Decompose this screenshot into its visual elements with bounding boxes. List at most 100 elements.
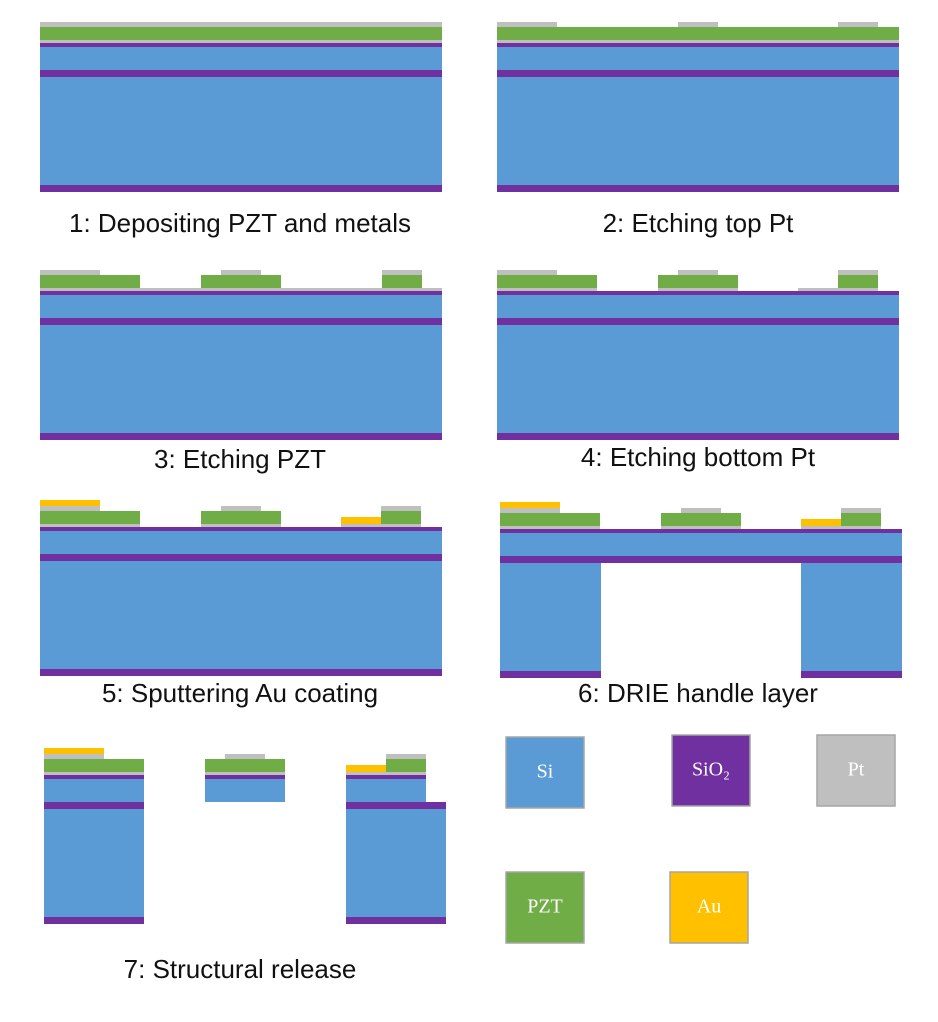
top-pt <box>838 270 878 275</box>
au-coating <box>341 517 381 524</box>
bottom-pt <box>798 288 878 291</box>
si-device <box>346 779 426 802</box>
pzt <box>838 275 878 288</box>
pzt <box>382 275 422 288</box>
si-handle <box>40 77 442 185</box>
si-handle <box>346 809 446 917</box>
buried-oxide <box>497 70 899 77</box>
si-device <box>500 533 902 556</box>
top-pt <box>40 22 442 27</box>
step-caption: 4: Etching bottom Pt <box>581 442 816 472</box>
si-handle <box>500 563 601 671</box>
bottom-pt <box>346 772 426 775</box>
si-device <box>40 295 442 318</box>
pzt <box>40 511 140 524</box>
thermal-oxide <box>40 291 442 295</box>
legend-swatch <box>816 734 896 807</box>
si-handle <box>497 77 899 185</box>
pzt <box>841 513 881 526</box>
pzt <box>497 27 899 40</box>
legend-label: Si <box>537 761 554 783</box>
legend-label: PZT <box>527 896 563 918</box>
bottom-pt <box>658 288 738 291</box>
pzt <box>658 275 738 288</box>
au-coating <box>346 765 386 772</box>
buried-oxide <box>40 554 442 561</box>
thermal-oxide <box>44 775 144 779</box>
bottom-oxide <box>497 433 899 440</box>
legend-swatch <box>505 736 585 809</box>
buried-oxide <box>40 70 442 77</box>
au-coating <box>44 748 104 754</box>
bottom-oxide <box>346 917 446 924</box>
bottom-oxide <box>40 433 442 440</box>
buried-oxide <box>500 556 902 563</box>
top-pt <box>497 270 557 275</box>
pzt <box>201 275 281 288</box>
pzt <box>497 275 597 288</box>
top-pt <box>221 270 261 275</box>
top-pt <box>500 508 560 513</box>
top-pt <box>497 22 557 27</box>
bottom-pt <box>205 772 285 775</box>
bottom-pt <box>44 772 144 775</box>
top-pt <box>382 270 422 275</box>
bottom-oxide <box>40 185 442 192</box>
bottom-pt <box>341 524 421 527</box>
buried-oxide <box>44 802 144 809</box>
top-pt <box>381 506 421 511</box>
si-handle <box>40 561 442 669</box>
pzt <box>40 275 140 288</box>
thermal-oxide <box>40 527 442 531</box>
bottom-pt <box>801 526 881 529</box>
top-pt <box>678 270 718 275</box>
buried-oxide <box>40 318 442 325</box>
si-device <box>497 47 899 70</box>
thermal-oxide <box>205 775 285 779</box>
si-handle <box>801 563 902 671</box>
legend-label: SiO₂ <box>692 759 730 781</box>
pzt <box>201 511 281 524</box>
bottom-pt <box>497 40 899 43</box>
au-coating <box>40 500 100 506</box>
legend-swatch <box>671 734 751 807</box>
pzt <box>44 759 144 772</box>
top-pt <box>221 506 261 511</box>
pzt <box>500 513 600 526</box>
au-coating <box>801 519 841 526</box>
si-handle <box>44 809 144 917</box>
bottom-pt <box>40 40 442 43</box>
buried-oxide <box>346 802 446 809</box>
legend-label: Au <box>697 896 721 918</box>
top-pt <box>681 508 721 513</box>
thermal-oxide <box>346 775 426 779</box>
top-pt <box>838 22 878 27</box>
si-device <box>44 779 144 802</box>
top-pt <box>40 270 100 275</box>
si-handle <box>40 325 442 433</box>
thermal-oxide <box>40 43 442 47</box>
bottom-pt <box>661 526 741 529</box>
pzt <box>386 759 426 772</box>
step-caption: 3: Etching PZT <box>154 444 326 474</box>
pzt <box>205 759 285 772</box>
bottom-pt <box>201 524 281 527</box>
bottom-oxide <box>44 917 144 924</box>
top-pt <box>386 754 426 759</box>
si-handle <box>497 325 899 433</box>
bottom-oxide <box>801 671 902 678</box>
legend-swatch <box>505 871 585 944</box>
bottom-pt <box>497 288 597 291</box>
legend-label: Pt <box>848 759 865 781</box>
si-device <box>40 47 442 70</box>
step-caption: 7: Structural release <box>124 954 357 984</box>
bottom-oxide <box>40 669 442 676</box>
thermal-oxide <box>497 43 899 47</box>
top-pt <box>40 506 100 511</box>
si-device <box>40 531 442 554</box>
pzt <box>381 511 421 524</box>
bottom-pt <box>40 524 140 527</box>
top-pt <box>225 754 265 759</box>
bottom-pt <box>40 288 442 291</box>
